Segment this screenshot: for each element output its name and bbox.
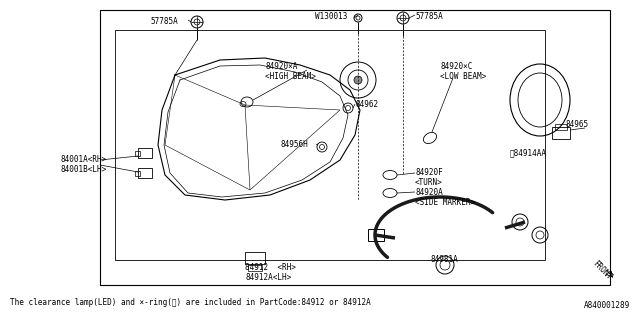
- Text: 57785A: 57785A: [150, 17, 178, 26]
- Text: 84920A
<SIDE MARKER>: 84920A <SIDE MARKER>: [415, 188, 475, 207]
- Text: 84001A<RH>
84001B<LH>: 84001A<RH> 84001B<LH>: [60, 155, 106, 174]
- Circle shape: [354, 76, 362, 84]
- Text: 84920F
<TURN>: 84920F <TURN>: [415, 168, 443, 188]
- Text: ※84914AA: ※84914AA: [510, 148, 547, 157]
- Text: 57785A: 57785A: [415, 12, 443, 21]
- Text: 84981A: 84981A: [430, 255, 458, 264]
- Text: 84965: 84965: [565, 120, 588, 129]
- Bar: [138, 168, 152, 178]
- Text: 84920×C
<LOW BEAM>: 84920×C <LOW BEAM>: [440, 62, 486, 81]
- Text: A840001289: A840001289: [584, 301, 630, 310]
- Bar: [135, 151, 140, 156]
- Text: FRONT: FRONT: [591, 259, 613, 281]
- Bar: [555, 124, 567, 130]
- Text: 84912  <RH>
84912A<LH>: 84912 <RH> 84912A<LH>: [245, 263, 296, 282]
- Text: 84956H: 84956H: [280, 140, 308, 149]
- Text: 84920×A
<HIGH BEAM>: 84920×A <HIGH BEAM>: [265, 62, 316, 81]
- Bar: [552, 127, 570, 139]
- Bar: [368, 229, 384, 241]
- Text: W130013: W130013: [315, 12, 348, 21]
- Bar: [138, 148, 152, 158]
- Bar: [115, 30, 545, 260]
- Text: The clearance lamp(LED) and ×-ring(※) are included in PartCode:84912 or 84912A: The clearance lamp(LED) and ×-ring(※) ar…: [10, 298, 371, 307]
- Bar: [100, 10, 610, 285]
- Bar: [135, 171, 140, 176]
- Bar: [248, 265, 262, 271]
- Bar: [245, 252, 265, 264]
- Text: 84962: 84962: [355, 100, 378, 109]
